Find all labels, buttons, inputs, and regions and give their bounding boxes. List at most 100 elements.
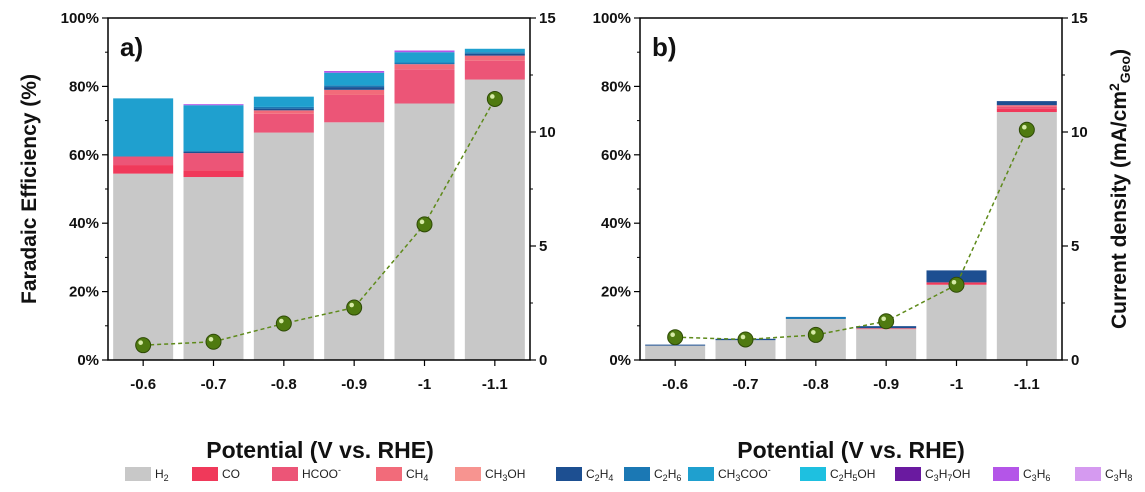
panel-b-current-density-line <box>667 121 1035 348</box>
legend-swatch-ch4 <box>376 467 402 481</box>
panel-b-bars <box>645 101 1057 360</box>
right-axis-label-sub: Geo <box>1117 56 1133 83</box>
panel-b-x-tick-label: -0.7 <box>733 376 759 393</box>
panel-a-current-density-point-highlight-2 <box>279 318 284 324</box>
panel-a-x-tick-label: -0.8 <box>271 376 297 393</box>
panel-a-right-tick-label: 0 <box>539 352 547 369</box>
panel-a-bar-2-hcoo <box>253 113 314 133</box>
legend-label-co: CO <box>222 467 240 481</box>
panel-b-bar-5-co <box>996 108 1057 113</box>
panel-b-right-tick-label: 15 <box>1071 10 1088 27</box>
panel-b-current-density-point-highlight-3 <box>881 316 886 322</box>
legend-label-ch4: CH4 <box>406 467 428 483</box>
panel-a-current-density-point-2 <box>275 315 292 332</box>
panel-b-x-axis-label: Potential (V vs. RHE) <box>737 437 964 463</box>
panel-a-left-tick-label: 80% <box>69 78 99 95</box>
panel-a-left-tick-label: 60% <box>69 147 99 164</box>
legend-label-h2: H2 <box>155 467 169 483</box>
panel-a-current-density-line <box>135 90 503 354</box>
panel-b-x-tick-label: -1 <box>950 376 963 393</box>
panel-b-left-tick-label: 80% <box>601 78 631 95</box>
legend-label-ch3coo: CH3COO- <box>718 465 771 483</box>
panel-a-bar-0-ch3coo <box>113 98 174 157</box>
panel-a-bar-1-co <box>183 170 244 178</box>
legend-label-c3h7oh: C3H7OH <box>925 467 970 483</box>
panel-a-bar-0-h2 <box>113 173 174 360</box>
legend: H2 CO HCOO- CH4 CH3OH C2H4 C2H6 CH3COO- C2H5OH C3… <box>125 465 1132 483</box>
legend-item-ch4: CH4 <box>376 467 428 483</box>
panel-a-bar-1-c2h4 <box>183 151 244 154</box>
panel-a-x-tick-label: -0.7 <box>201 376 227 393</box>
panel-b-bar-4-c2h4 <box>926 270 987 283</box>
panel-a-x-tick-label: -0.9 <box>341 376 367 393</box>
panel-a-bar-1-h2 <box>183 177 244 360</box>
panel-a-current-density-point-highlight-0 <box>138 340 143 345</box>
panel-b-left-tick-label: 40% <box>601 215 631 232</box>
panel-b-current-density-point-highlight-1 <box>740 334 746 340</box>
panel-a-x-tick-label: -0.6 <box>130 376 156 393</box>
panel-b-current-density-point-5 <box>1018 121 1035 138</box>
panel-b-current-density-path <box>675 129 1028 341</box>
panel-a-bar-4-c2h6 <box>394 62 455 65</box>
panel-a-bar-3-ch3coo <box>324 72 385 86</box>
panel-a-current-density-point-highlight-5 <box>490 94 495 99</box>
panel-b-right-axis-ticks: 0 5 10 15 <box>1062 10 1088 369</box>
panel-b-bar-5-hcoo <box>996 106 1057 109</box>
legend-item-c2h5oh: C2H5OH <box>800 467 875 483</box>
panel-b-current-density-point-3 <box>878 313 895 330</box>
panel-a-current-density-path <box>143 98 496 346</box>
panel-a-current-density-point-3 <box>346 299 363 316</box>
panel-b-x-axis-ticks: -0.6 -0.7 -0.8 -0.9 -1 -1.1 <box>662 360 1040 393</box>
legend-label-c2h4: C2H4 <box>586 467 613 483</box>
panel-a-bar-5-ch4 <box>464 55 525 61</box>
panel-a-current-density-point-highlight-1 <box>208 336 214 342</box>
panel-b-bar-2-c2h6 <box>785 316 846 319</box>
panel-a-right-tick-label: 5 <box>539 238 547 255</box>
panel-a-bar-4-c3h6 <box>394 50 455 53</box>
panel-b-current-density-point-highlight-2 <box>811 330 816 335</box>
panel-a-current-density-point-5 <box>486 90 503 107</box>
panel-b-current-density-point-0 <box>667 329 684 346</box>
panel-b-current-density-point-highlight-0 <box>670 332 675 338</box>
panel-a-right-axis-ticks: 0 5 10 15 <box>530 10 556 369</box>
legend-item-hcoo: HCOO- <box>272 465 341 481</box>
panel-b-bar-0-h2 <box>645 345 706 360</box>
panel-a-bar-1-ch3coo <box>183 105 244 152</box>
panel-a-x-axis-ticks: -0.6 -0.7 -0.8 -0.9 -1 -1.1 <box>130 360 508 393</box>
legend-item-c2h6: C2H6 <box>624 467 681 483</box>
panel-b-right-tick-label: 0 <box>1071 352 1079 369</box>
panel-a-bar-5-c2h4 <box>464 53 525 56</box>
panel-a-x-tick-label: -1.1 <box>482 376 508 393</box>
legend-label-c3h8: C3H8 <box>1105 467 1132 483</box>
panel-a-bar-5-ch3coo <box>464 48 525 53</box>
panel-b-x-tick-label: -0.9 <box>873 376 899 393</box>
panel-a-bar-5-h2 <box>464 79 525 360</box>
panel-a-current-density-point-highlight-4 <box>419 219 425 225</box>
panel-b-current-density-point-2 <box>807 326 824 343</box>
legend-label-c3h6: C3H6 <box>1023 467 1050 483</box>
right-axis-label-main: Current density (mA/cm <box>1108 91 1131 329</box>
panel-b-x-tick-label: -0.6 <box>662 376 688 393</box>
panel-b-current-density-point-highlight-4 <box>951 279 957 285</box>
legend-label-hcoo: HCOO- <box>302 465 341 481</box>
panel-a-x-axis-label: Potential (V vs. RHE) <box>206 437 433 463</box>
panel-a-current-density-point-highlight-3 <box>349 302 354 308</box>
panel-b-right-tick-label: 10 <box>1071 124 1088 141</box>
panel-b-bar-3-h2 <box>856 329 917 360</box>
panel-b-x-tick-label: -0.8 <box>803 376 829 393</box>
panel-b-left-tick-label: 100% <box>593 10 631 27</box>
right-axis-label-close: ) <box>1108 49 1131 56</box>
panel-b-right-tick-label: 5 <box>1071 238 1079 255</box>
legend-swatch-c3h7oh <box>895 467 921 481</box>
legend-item-c3h8: C3H8 <box>1075 467 1132 483</box>
legend-label-c2h6: C2H6 <box>654 467 681 483</box>
panel-a-bar-3-hcoo <box>324 94 385 123</box>
panel-a-bar-4-ch3coo <box>394 52 455 63</box>
panel-b-current-density-point-1 <box>737 331 754 348</box>
panel-a-bar-2-c2h4 <box>253 108 314 111</box>
panel-b-current-density-point-4 <box>948 276 965 293</box>
legend-item-c3h7oh: C3H7OH <box>895 467 970 483</box>
legend-swatch-c2h5oh <box>800 467 826 481</box>
legend-item-h2: H2 <box>125 467 169 483</box>
